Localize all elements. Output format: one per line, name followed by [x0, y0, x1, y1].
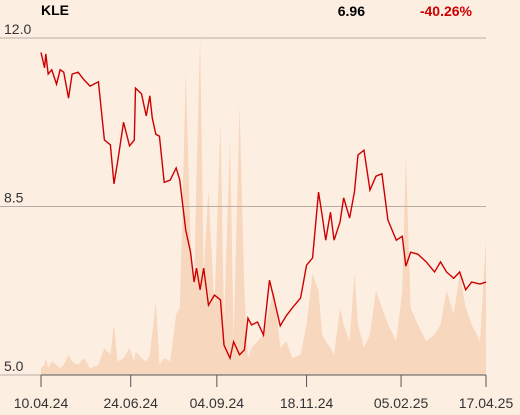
x-tick-label: 10.04.24: [14, 395, 69, 411]
x-tick-label: 17.04.25: [459, 395, 514, 411]
x-tick-label: 05.02.25: [374, 395, 429, 411]
change: -40.26%: [420, 3, 473, 19]
price-line: [40, 52, 487, 361]
x-tick-label: 18.11.24: [280, 395, 334, 411]
ticker: KLE: [41, 2, 69, 18]
last-price: 6.96: [338, 3, 365, 19]
volume-area: [41, 38, 486, 375]
y-tick-label: 12.0: [4, 21, 31, 37]
y-tick-label: 8.5: [4, 190, 24, 206]
x-tick-label: 24.06.24: [103, 395, 158, 411]
y-tick-label: 5.0: [4, 358, 24, 374]
x-tick-label: 04.09.24: [190, 395, 245, 411]
